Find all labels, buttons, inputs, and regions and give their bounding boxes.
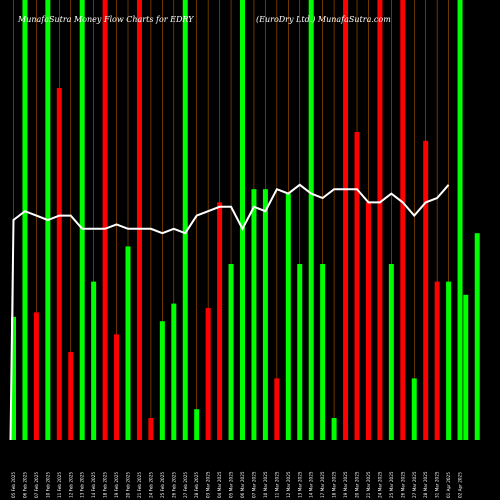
x-tick-label: 13 Feb 2025 xyxy=(80,472,85,498)
bar xyxy=(33,312,39,440)
bar xyxy=(68,352,74,440)
x-tick-label: 21 Feb 2025 xyxy=(137,472,142,498)
bar xyxy=(377,0,383,440)
x-tick-label: 27 Mar 2025 xyxy=(412,471,417,498)
bar xyxy=(194,409,200,440)
bars xyxy=(11,0,480,441)
x-tick-label: 05 Mar 2025 xyxy=(229,471,234,498)
bar xyxy=(474,233,480,440)
x-tick-label: 02 Apr 2025 xyxy=(458,472,463,498)
x-tick-label: 01 Apr 2025 xyxy=(446,472,451,498)
x-tick-label: 06 Feb 2025 xyxy=(22,472,27,498)
bar xyxy=(463,294,469,440)
x-tick-label: 11 Mar 2025 xyxy=(274,471,279,498)
money-flow-line xyxy=(9,183,450,441)
bar xyxy=(205,308,211,440)
x-tick-label: 05 Feb 2025 xyxy=(11,472,16,498)
x-tick-label: 18 Feb 2025 xyxy=(103,472,108,498)
x-tick-label: 06 Mar 2025 xyxy=(240,471,245,498)
bar xyxy=(22,0,28,440)
bar xyxy=(285,193,291,440)
bar xyxy=(457,0,463,440)
bar xyxy=(434,281,440,440)
bar xyxy=(171,303,177,440)
x-tick-label: 13 Mar 2025 xyxy=(297,471,302,498)
bar xyxy=(400,0,406,440)
bar xyxy=(343,0,349,440)
x-tick-label: 10 Feb 2025 xyxy=(45,472,50,498)
bar xyxy=(136,0,142,440)
x-tick-label: 07 Mar 2025 xyxy=(251,471,256,498)
bar xyxy=(11,316,16,440)
bar xyxy=(182,0,188,440)
x-tick-label: 18 Mar 2025 xyxy=(332,471,337,498)
x-tick-label: 19 Mar 2025 xyxy=(343,471,348,498)
x-tick-label: 26 Mar 2025 xyxy=(400,471,405,498)
x-tick-label: 12 Feb 2025 xyxy=(68,472,73,498)
bar xyxy=(91,281,97,440)
bar xyxy=(320,264,326,440)
bar xyxy=(251,189,257,440)
bar xyxy=(274,378,280,440)
bar xyxy=(114,334,120,440)
chart-title-left: MunafaSutra Money Flow Charts for EDRY xyxy=(17,15,194,24)
bar xyxy=(148,418,154,440)
x-tick-label: 10 Mar 2025 xyxy=(263,471,268,498)
bar xyxy=(297,264,303,440)
chart-title-right: (EuroDry Ltd.) MunafaSutra.com xyxy=(256,15,391,24)
bar xyxy=(354,132,360,440)
x-tick-label: 14 Feb 2025 xyxy=(91,472,96,498)
x-tick-label: 20 Mar 2025 xyxy=(355,471,360,498)
x-tick-label: 26 Feb 2025 xyxy=(171,472,176,498)
bar xyxy=(423,140,429,441)
x-tick-label: 19 Feb 2025 xyxy=(114,472,119,498)
bar xyxy=(446,281,452,440)
bar xyxy=(240,0,245,440)
bar xyxy=(388,264,394,440)
x-tick-label: 03 Mar 2025 xyxy=(206,471,211,498)
x-tick-label: 20 Feb 2025 xyxy=(126,472,131,498)
bar xyxy=(125,246,131,440)
x-tick-label: 24 Feb 2025 xyxy=(148,472,153,498)
x-tick-label: 25 Feb 2025 xyxy=(160,472,165,498)
x-tick-label: 31 Mar 2025 xyxy=(435,471,440,498)
bar xyxy=(308,0,314,440)
x-tick-labels: 05 Feb 2025 06 Feb 2025 07 Feb 2025 10 Feb … xyxy=(11,471,463,498)
x-tick-label: 12 Mar 2025 xyxy=(286,471,291,498)
x-tick-label: 28 Feb 2025 xyxy=(194,472,199,498)
x-tick-label: 21 Mar 2025 xyxy=(366,471,371,498)
bar xyxy=(262,189,268,440)
bar xyxy=(159,321,165,440)
x-tick-label: 04 Mar 2025 xyxy=(217,471,222,498)
x-tick-label: 25 Mar 2025 xyxy=(389,471,394,498)
x-tick-label: 07 Feb 2025 xyxy=(34,472,39,498)
bar xyxy=(228,264,234,440)
x-tick-label: 11 Feb 2025 xyxy=(57,472,62,498)
bar xyxy=(331,418,337,440)
x-tick-label: 27 Feb 2025 xyxy=(183,472,188,498)
x-tick-label: 28 Mar 2025 xyxy=(423,471,428,498)
x-tick-label: 14 Mar 2025 xyxy=(309,471,314,498)
bar xyxy=(365,202,371,440)
x-tick-label: 17 Mar 2025 xyxy=(320,471,325,498)
x-tick-label: 24 Mar 2025 xyxy=(377,471,382,498)
bar xyxy=(79,0,85,440)
bar xyxy=(56,88,62,440)
bar xyxy=(102,0,108,440)
bar xyxy=(411,378,417,440)
bar xyxy=(217,202,223,440)
